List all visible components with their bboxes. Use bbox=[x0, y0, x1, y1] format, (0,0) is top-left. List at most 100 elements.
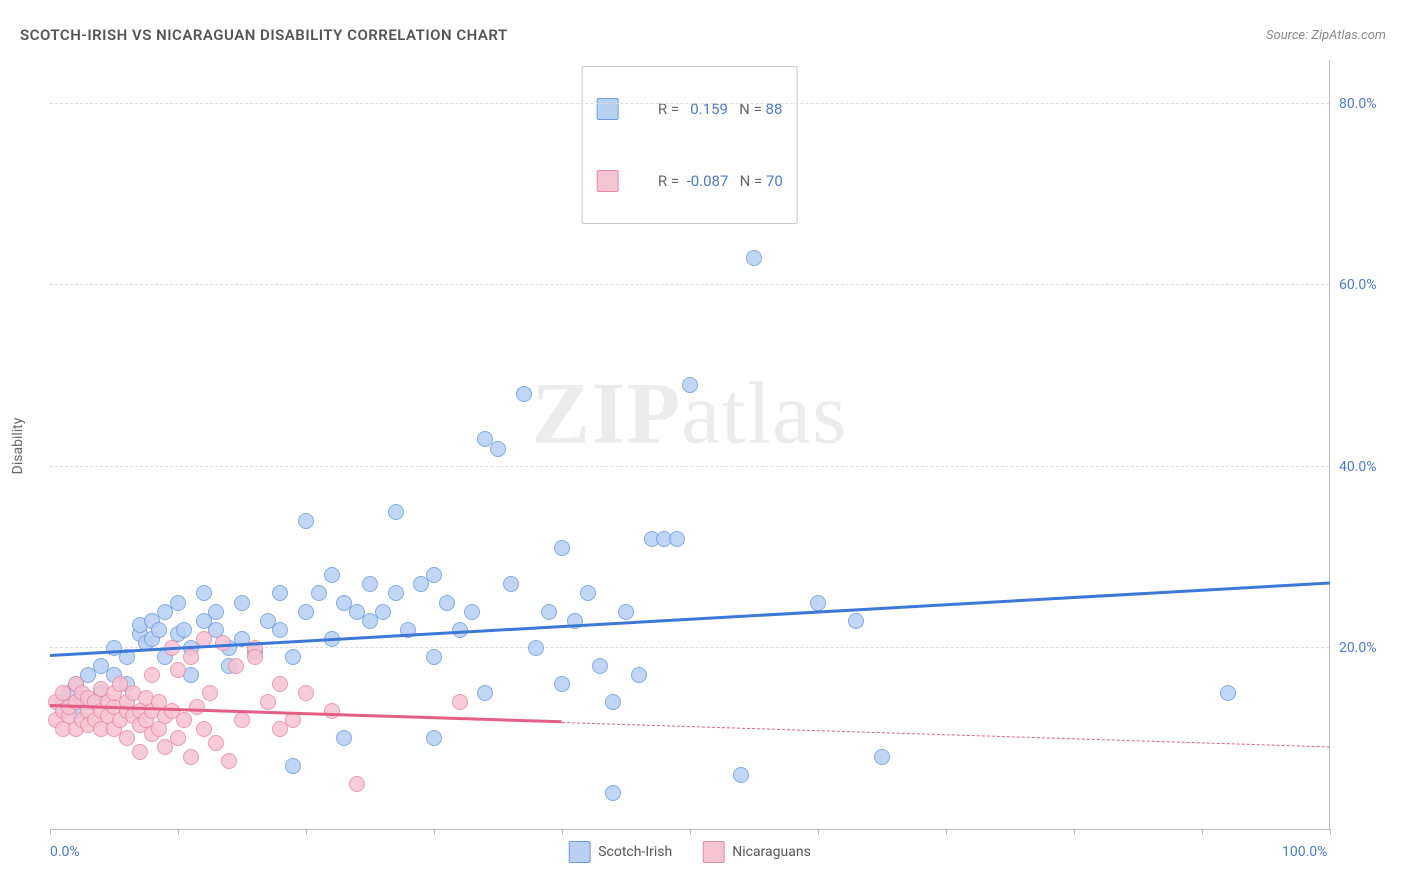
point-nicaraguans bbox=[119, 730, 135, 746]
y-tick-label: 60.0% bbox=[1339, 277, 1389, 293]
point-nicaraguans bbox=[189, 699, 205, 715]
point-scotch_irish bbox=[554, 540, 570, 556]
source-label: Source: ZipAtlas.com bbox=[1266, 28, 1386, 43]
point-nicaraguans bbox=[202, 685, 218, 701]
swatch-nicaraguans bbox=[596, 170, 618, 192]
point-scotch_irish bbox=[580, 585, 596, 601]
legend-item-scotch-irish: Scotch-Irish bbox=[568, 841, 672, 863]
point-scotch_irish bbox=[848, 613, 864, 629]
point-scotch_irish bbox=[592, 658, 608, 674]
legend-item-nicaraguans: Nicaraguans bbox=[702, 841, 811, 863]
point-scotch_irish bbox=[439, 595, 455, 611]
point-scotch_irish bbox=[336, 730, 352, 746]
gridline bbox=[50, 284, 1329, 285]
trendline bbox=[50, 581, 1330, 656]
point-scotch_irish bbox=[528, 640, 544, 656]
point-scotch_irish bbox=[810, 595, 826, 611]
swatch-scotch-irish bbox=[596, 98, 618, 120]
x-tick bbox=[690, 829, 691, 835]
point-nicaraguans bbox=[228, 658, 244, 674]
point-scotch_irish bbox=[746, 250, 762, 266]
x-tick bbox=[434, 829, 435, 835]
point-nicaraguans bbox=[234, 712, 250, 728]
stats-row-nicaraguans: R = -0.087 N = 70 bbox=[596, 145, 783, 217]
point-scotch_irish bbox=[605, 694, 621, 710]
point-scotch_irish bbox=[464, 604, 480, 620]
point-scotch_irish bbox=[503, 576, 519, 592]
point-scotch_irish bbox=[176, 622, 192, 638]
point-scotch_irish bbox=[477, 685, 493, 701]
x-tick bbox=[1330, 829, 1331, 835]
stats-legend: R = 0.159 N = 88 R = -0.087 N = 70 bbox=[581, 66, 798, 224]
point-scotch_irish bbox=[375, 604, 391, 620]
point-scotch_irish bbox=[669, 531, 685, 547]
x-axis-max-label: 100.0% bbox=[1282, 844, 1327, 860]
gridline bbox=[50, 103, 1329, 104]
gridline bbox=[50, 466, 1329, 467]
point-nicaraguans bbox=[144, 667, 160, 683]
point-scotch_irish bbox=[618, 604, 634, 620]
x-tick bbox=[562, 829, 563, 835]
point-nicaraguans bbox=[170, 730, 186, 746]
point-scotch_irish bbox=[426, 649, 442, 665]
chart-title: SCOTCH-IRISH VS NICARAGUAN DISABILITY CO… bbox=[20, 26, 508, 44]
point-scotch_irish bbox=[170, 595, 186, 611]
x-tick bbox=[178, 829, 179, 835]
point-scotch_irish bbox=[631, 667, 647, 683]
x-tick bbox=[1074, 829, 1075, 835]
x-tick bbox=[306, 829, 307, 835]
point-scotch_irish bbox=[490, 441, 506, 457]
y-tick-label: 80.0% bbox=[1339, 96, 1389, 112]
point-nicaraguans bbox=[183, 649, 199, 665]
point-scotch_irish bbox=[388, 585, 404, 601]
point-scotch_irish bbox=[285, 649, 301, 665]
legend-label: Scotch-Irish bbox=[598, 844, 672, 860]
legend-swatch-scotch-irish bbox=[568, 841, 590, 863]
point-scotch_irish bbox=[541, 604, 557, 620]
point-nicaraguans bbox=[176, 712, 192, 728]
point-scotch_irish bbox=[311, 585, 327, 601]
point-scotch_irish bbox=[426, 730, 442, 746]
point-scotch_irish bbox=[362, 576, 378, 592]
point-scotch_irish bbox=[516, 386, 532, 402]
x-tick bbox=[818, 829, 819, 835]
series-legend: Scotch-Irish Nicaraguans bbox=[568, 841, 811, 863]
point-nicaraguans bbox=[260, 694, 276, 710]
point-scotch_irish bbox=[208, 604, 224, 620]
point-scotch_irish bbox=[151, 622, 167, 638]
plot-area: ZIPatlas R = 0.159 N = 88 R = -0.087 N =… bbox=[50, 60, 1330, 830]
point-scotch_irish bbox=[272, 585, 288, 601]
point-scotch_irish bbox=[196, 585, 212, 601]
point-scotch_irish bbox=[426, 567, 442, 583]
point-scotch_irish bbox=[324, 567, 340, 583]
chart-header: SCOTCH-IRISH VS NICARAGUAN DISABILITY CO… bbox=[20, 20, 1386, 50]
point-nicaraguans bbox=[221, 753, 237, 769]
x-tick bbox=[946, 829, 947, 835]
x-tick bbox=[50, 829, 51, 835]
point-scotch_irish bbox=[874, 749, 890, 765]
point-scotch_irish bbox=[388, 504, 404, 520]
point-scotch_irish bbox=[234, 595, 250, 611]
gridline bbox=[50, 647, 1329, 648]
point-scotch_irish bbox=[605, 785, 621, 801]
point-nicaraguans bbox=[208, 735, 224, 751]
point-scotch_irish bbox=[1220, 685, 1236, 701]
y-tick-label: 20.0% bbox=[1339, 640, 1389, 656]
y-tick-label: 40.0% bbox=[1339, 459, 1389, 475]
x-tick bbox=[1202, 829, 1203, 835]
legend-label: Nicaraguans bbox=[732, 844, 811, 860]
point-scotch_irish bbox=[272, 622, 288, 638]
point-nicaraguans bbox=[170, 662, 186, 678]
y-axis-title: Disability bbox=[10, 418, 26, 475]
point-nicaraguans bbox=[298, 685, 314, 701]
point-scotch_irish bbox=[298, 513, 314, 529]
point-nicaraguans bbox=[324, 703, 340, 719]
point-nicaraguans bbox=[452, 694, 468, 710]
legend-swatch-nicaraguans bbox=[702, 841, 724, 863]
point-nicaraguans bbox=[132, 744, 148, 760]
point-scotch_irish bbox=[733, 767, 749, 783]
point-nicaraguans bbox=[196, 721, 212, 737]
x-axis-min-label: 0.0% bbox=[50, 844, 80, 860]
point-scotch_irish bbox=[554, 676, 570, 692]
point-nicaraguans bbox=[349, 776, 365, 792]
